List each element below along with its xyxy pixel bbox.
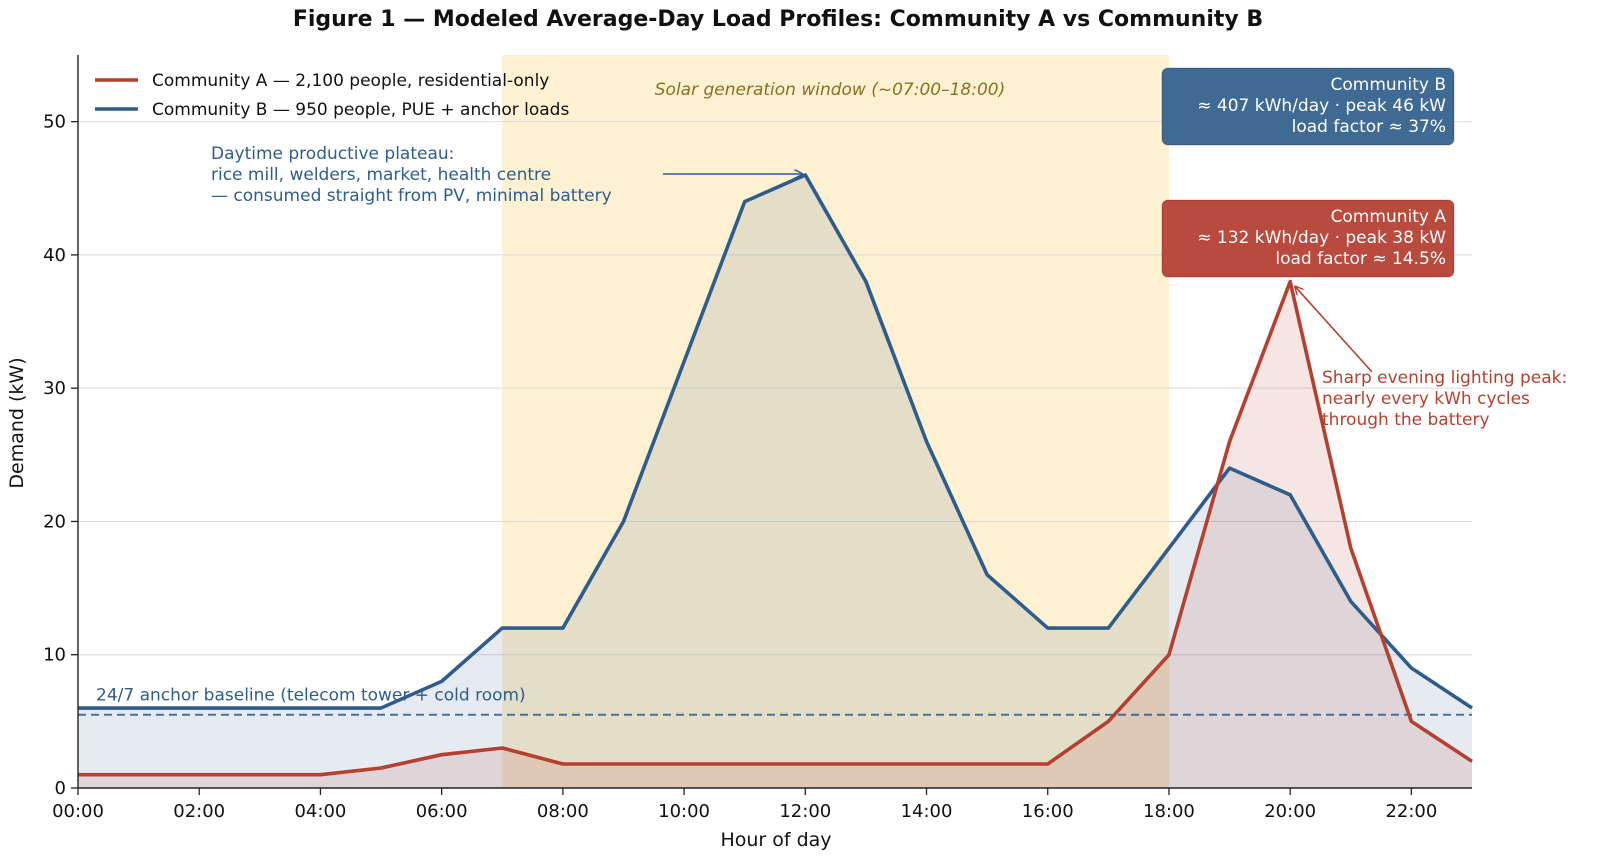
x-tick-label: 20:00 bbox=[1264, 801, 1316, 822]
stat-box-b-line: ≈ 407 kWh/day · peak 46 kW bbox=[1197, 96, 1446, 116]
x-tick-label: 14:00 bbox=[901, 801, 953, 822]
x-tick-label: 10:00 bbox=[658, 801, 710, 822]
x-tick-label: 00:00 bbox=[52, 801, 104, 822]
stat-box-b-line: Community B bbox=[1331, 75, 1446, 95]
evening-peak-annotation-line: Sharp evening lighting peak: bbox=[1322, 368, 1567, 388]
plateau-annotation-line: Daytime productive plateau: bbox=[211, 144, 454, 164]
y-tick-label: 40 bbox=[43, 245, 66, 266]
x-tick-label: 22:00 bbox=[1385, 801, 1437, 822]
legend-entry-community-a: Community A — 2,100 people, residential-… bbox=[152, 71, 549, 91]
x-axis-label: Hour of day bbox=[720, 829, 831, 851]
stat-box-b-line: load factor ≈ 37% bbox=[1292, 117, 1446, 137]
stat-box-a-line: load factor ≈ 14.5% bbox=[1275, 249, 1446, 269]
x-tick-label: 16:00 bbox=[1022, 801, 1074, 822]
evening-peak-annotation-line: nearly every kWh cycles bbox=[1322, 389, 1530, 409]
anchor-baseline-label: 24/7 anchor baseline (telecom tower + co… bbox=[96, 686, 526, 706]
x-tick-label: 06:00 bbox=[416, 801, 468, 822]
legend-entry-community-b: Community B — 950 people, PUE + anchor l… bbox=[152, 100, 569, 120]
x-tick-label: 08:00 bbox=[537, 801, 589, 822]
x-tick-label: 02:00 bbox=[173, 801, 225, 822]
y-axis-label: Demand (kW) bbox=[6, 357, 28, 488]
series-area-community-b bbox=[78, 174, 1472, 789]
y-tick-label: 30 bbox=[43, 378, 66, 399]
x-tick-label: 12:00 bbox=[779, 801, 831, 822]
solar-window-band bbox=[502, 55, 1169, 788]
plateau-annotation-line: rice mill, welders, market, health centr… bbox=[211, 165, 551, 185]
x-tick-label: 04:00 bbox=[294, 801, 346, 822]
stat-box-a bbox=[1161, 199, 1455, 278]
evening-peak-annotation-arrow bbox=[1295, 287, 1373, 373]
series-area-community-a bbox=[78, 281, 1472, 788]
y-tick-label: 50 bbox=[43, 112, 66, 133]
stat-box-a-line: Community A bbox=[1331, 207, 1447, 227]
series-line-community-b bbox=[78, 173, 1473, 710]
x-tick-label: 18:00 bbox=[1143, 801, 1195, 822]
solar-window-label: Solar generation window (~07:00–18:00) bbox=[655, 80, 1005, 100]
evening-peak-annotation-line: through the battery bbox=[1322, 410, 1490, 430]
y-tick-label: 20 bbox=[43, 511, 66, 532]
stat-box-a-line: ≈ 132 kWh/day · peak 38 kW bbox=[1197, 228, 1446, 248]
stat-box-b bbox=[1161, 67, 1455, 146]
plateau-annotation-line: — consumed straight from PV, minimal bat… bbox=[211, 186, 612, 206]
y-tick-label: 0 bbox=[55, 778, 66, 799]
y-tick-label: 10 bbox=[43, 645, 66, 666]
series-line-community-a bbox=[78, 279, 1473, 777]
chart-title: Figure 1 — Modeled Average-Day Load Prof… bbox=[293, 7, 1263, 32]
